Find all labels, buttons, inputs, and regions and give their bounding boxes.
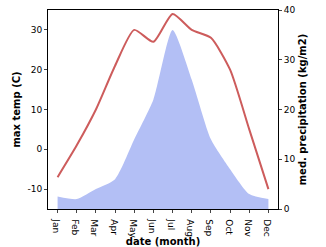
svg-text:Mar: Mar bbox=[89, 219, 99, 236]
svg-text:Jul: Jul bbox=[166, 218, 176, 230]
svg-text:20: 20 bbox=[31, 65, 43, 75]
svg-text:date (month): date (month) bbox=[126, 236, 200, 247]
svg-text:Nov: Nov bbox=[243, 219, 253, 237]
svg-text:Oct: Oct bbox=[224, 219, 234, 235]
svg-text:10: 10 bbox=[31, 105, 43, 115]
svg-text:20: 20 bbox=[284, 105, 296, 115]
svg-text:Feb: Feb bbox=[70, 219, 80, 235]
svg-text:-10: -10 bbox=[27, 184, 42, 194]
svg-text:Aug: Aug bbox=[185, 219, 195, 237]
svg-text:10: 10 bbox=[284, 154, 296, 164]
svg-text:30: 30 bbox=[284, 55, 296, 65]
svg-text:40: 40 bbox=[284, 5, 296, 15]
svg-text:Apr: Apr bbox=[109, 219, 119, 235]
svg-text:0: 0 bbox=[284, 204, 290, 214]
svg-text:Jun: Jun bbox=[147, 218, 157, 233]
svg-text:0: 0 bbox=[36, 144, 42, 154]
svg-text:Jan: Jan bbox=[51, 218, 61, 233]
svg-text:max temp (C): max temp (C) bbox=[11, 71, 22, 147]
svg-text:Sep: Sep bbox=[204, 219, 214, 236]
svg-text:May: May bbox=[128, 219, 138, 238]
svg-text:30: 30 bbox=[31, 25, 43, 35]
svg-text:med. precipitation (kg/m2): med. precipitation (kg/m2) bbox=[297, 34, 308, 186]
svg-text:Dec: Dec bbox=[262, 219, 272, 236]
